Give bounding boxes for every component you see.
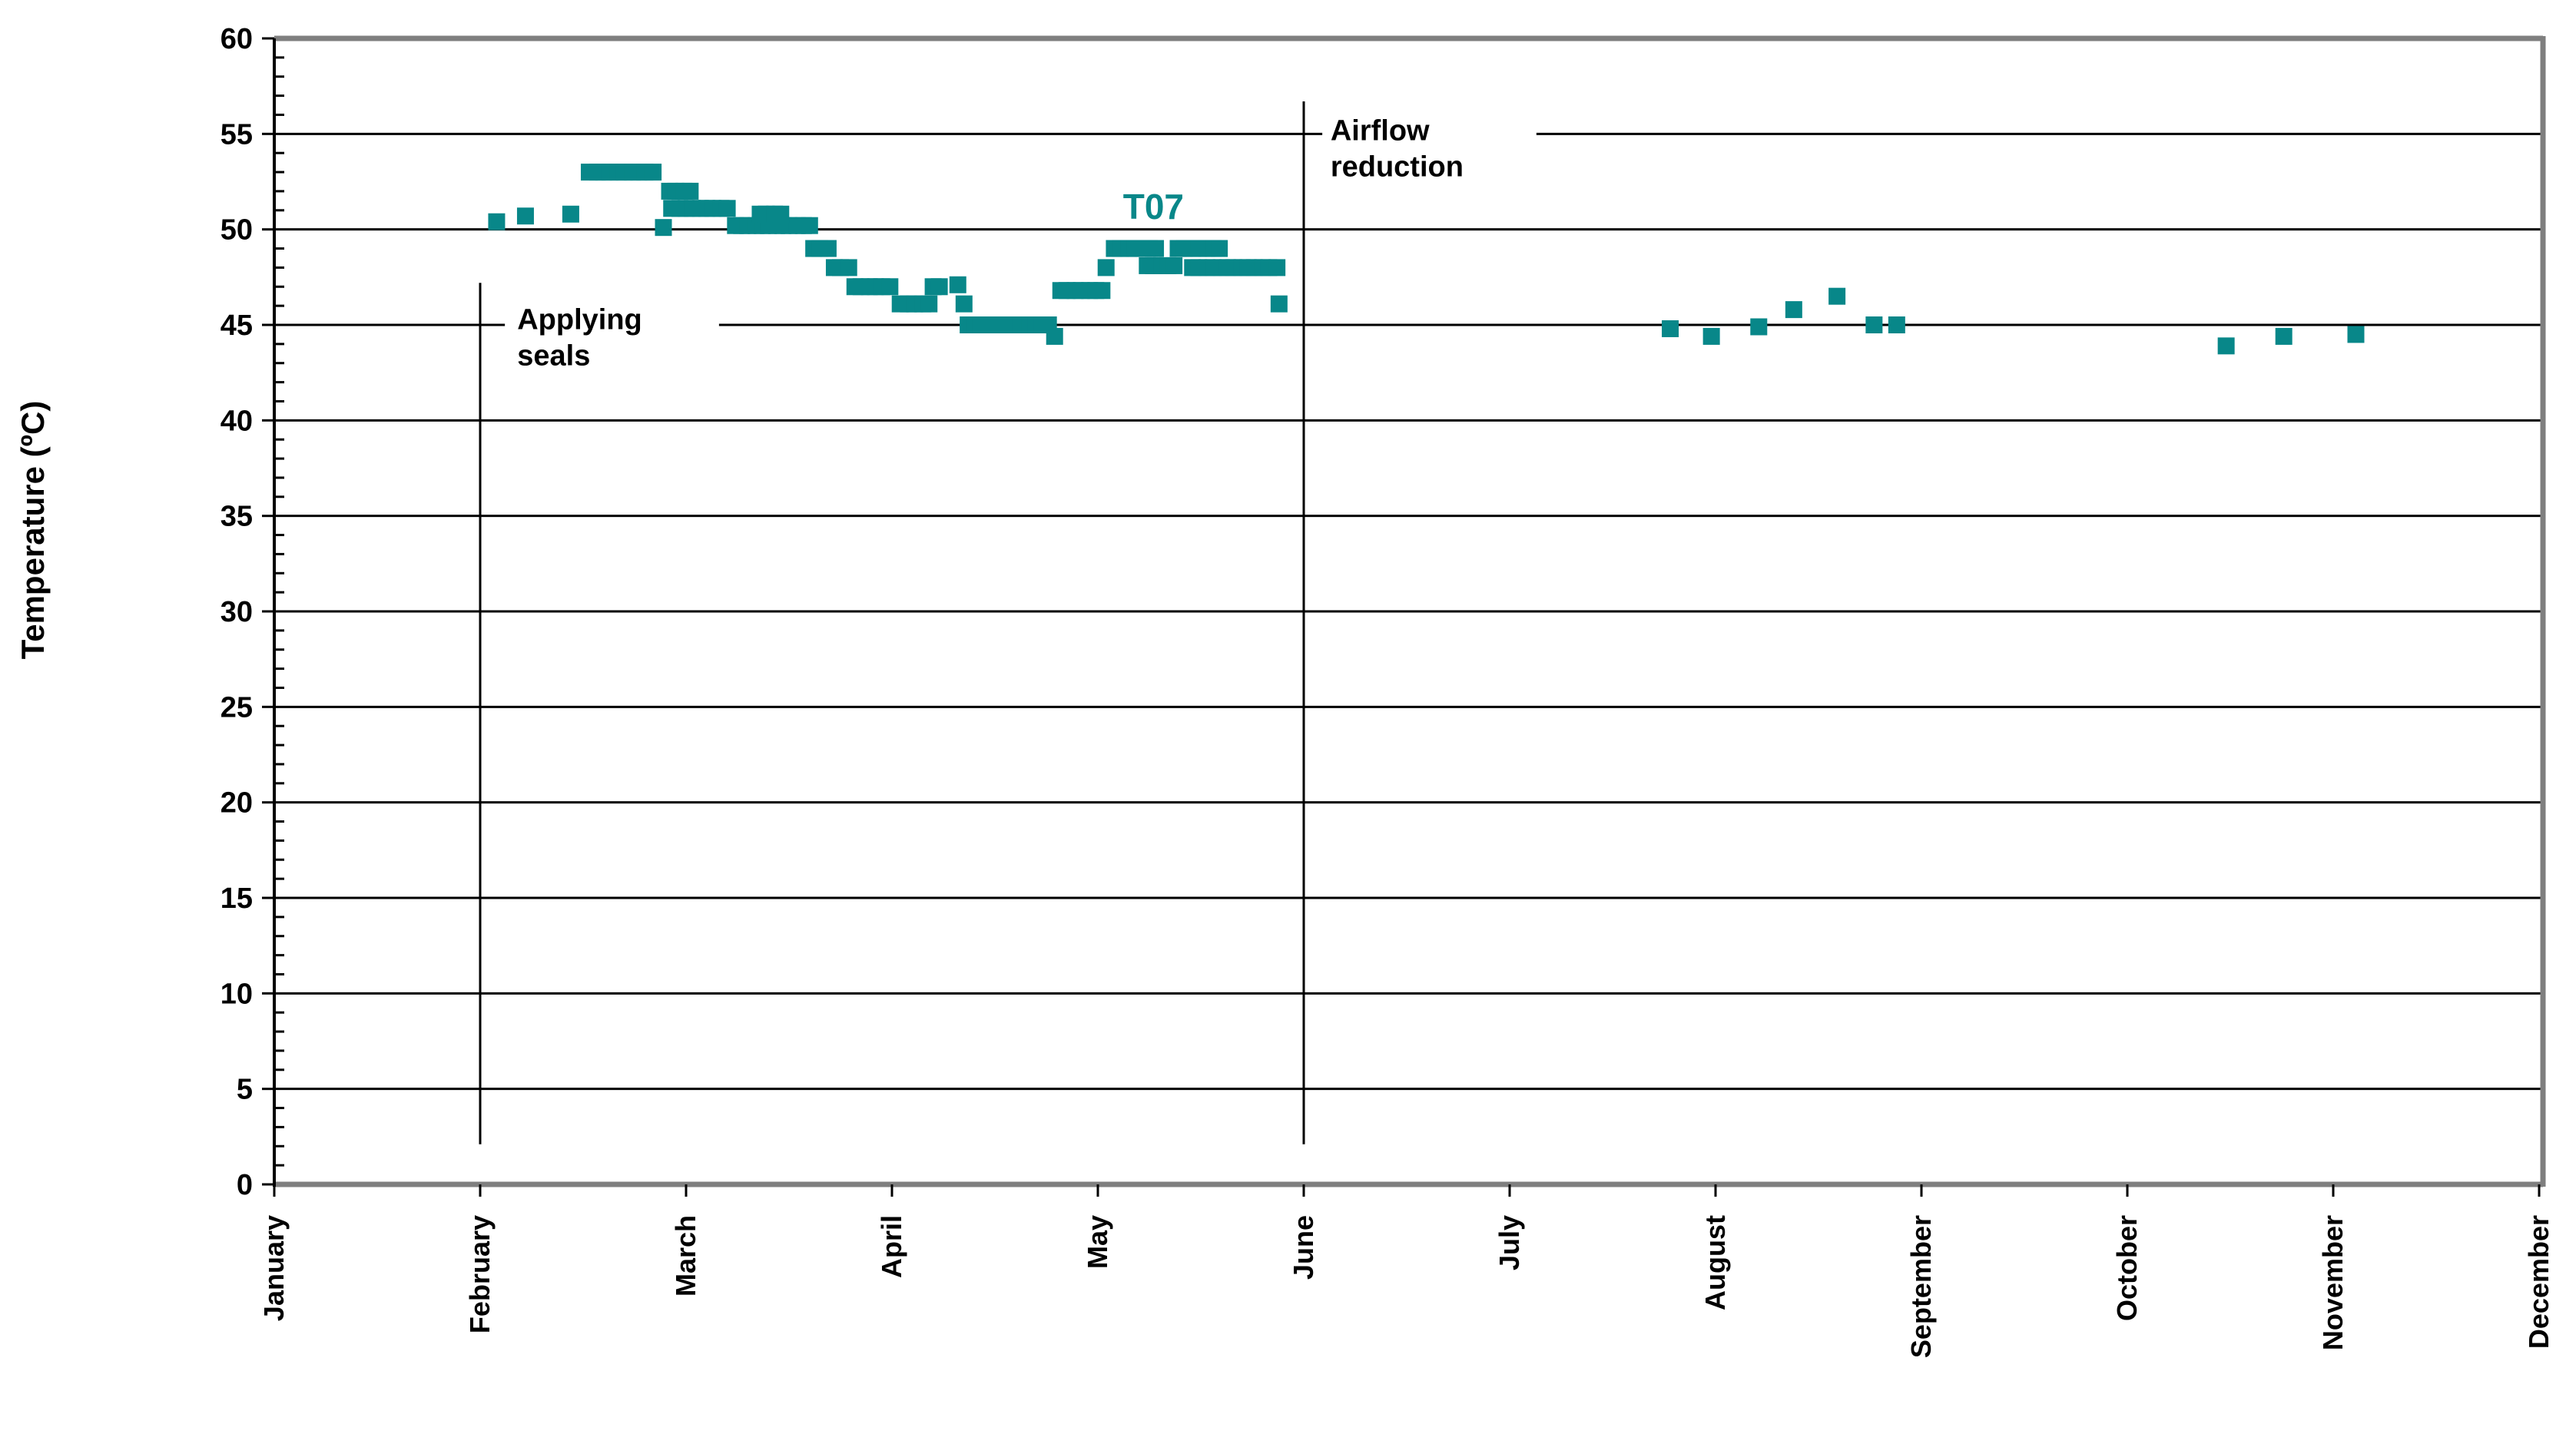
data-point-T07	[930, 278, 948, 296]
annotation-lines-layer	[479, 101, 1305, 1144]
data-point-T07	[655, 219, 672, 237]
data-point-T07	[801, 217, 818, 234]
data-point-T07	[1165, 257, 1183, 274]
data-point-T07	[645, 164, 662, 181]
y-tick-label-35: 35	[220, 501, 253, 533]
y-tick-label-60: 60	[220, 23, 253, 55]
data-point-T07	[772, 205, 790, 223]
data-point-T07	[1750, 318, 1768, 336]
x-tick-label-february: February	[464, 1215, 496, 1333]
data-point-T07	[949, 276, 966, 293]
data-point-T07	[819, 240, 837, 257]
y-tick-label-25: 25	[220, 691, 253, 724]
x-tick-label-september: September	[1905, 1215, 1937, 1358]
data-point-T07	[1268, 259, 1286, 277]
data-point-T07	[920, 295, 938, 313]
data-point-T07	[488, 213, 506, 230]
y-tick-label-5: 5	[237, 1074, 253, 1106]
annotation-text-applying-seals-line2: seals	[517, 339, 590, 372]
annotation-text-airflow-reduction-line1: Airflow	[1331, 114, 1430, 147]
data-point-T07	[562, 205, 579, 223]
data-point-T07	[1046, 327, 1063, 345]
annotation-text-applying-seals-line1: Applying	[517, 303, 642, 336]
x-tick-label-november: November	[2317, 1215, 2349, 1350]
annotation-gap-airflow-reduction	[1322, 108, 1537, 181]
data-point-T07	[881, 278, 899, 296]
y-tick-label-45: 45	[220, 310, 253, 342]
x-tick-label-april: April	[876, 1215, 907, 1278]
y-tick-label-50: 50	[220, 214, 253, 247]
y-tick-label-30: 30	[220, 596, 253, 628]
x-tick-label-march: March	[670, 1215, 701, 1297]
data-point-T07	[2217, 337, 2235, 355]
x-tick-label-october: October	[2111, 1215, 2143, 1321]
data-points-layer	[488, 164, 2365, 355]
x-tick-label-june: June	[1288, 1215, 1319, 1280]
annotation-text-airflow-reduction-line2: reduction	[1331, 151, 1464, 183]
y-tick-label-55: 55	[220, 118, 253, 151]
y-tick-label-10: 10	[220, 978, 253, 1010]
axes-layer	[262, 37, 2541, 1197]
data-point-T07	[1211, 240, 1228, 257]
data-point-T07	[1147, 240, 1165, 257]
x-tick-label-january: January	[258, 1215, 290, 1321]
data-point-T07	[1097, 259, 1115, 277]
x-tick-label-may: May	[1082, 1215, 1113, 1269]
y-tick-label-15: 15	[220, 883, 253, 915]
data-point-T07	[516, 207, 534, 225]
data-point-T07	[2275, 327, 2293, 345]
data-point-T07	[955, 295, 973, 313]
data-point-T07	[1093, 282, 1111, 300]
data-point-T07	[1270, 295, 1288, 313]
series-label-t07: T07	[1123, 187, 1184, 227]
annotation-gap-layer	[505, 108, 1537, 372]
data-point-T07	[1702, 327, 1720, 345]
data-point-T07	[840, 259, 857, 277]
y-axis-title: Temperature (ºC)	[15, 401, 51, 660]
x-tick-label-december: December	[2523, 1215, 2554, 1349]
x-tick-label-august: August	[1699, 1215, 1731, 1310]
data-point-T07	[718, 200, 736, 217]
data-point-T07	[1785, 301, 1802, 319]
data-point-T07	[1888, 316, 1905, 333]
x-tick-label-july: July	[1494, 1215, 1525, 1270]
gridlines-layer	[274, 35, 2546, 1187]
y-tick-label-0: 0	[237, 1169, 253, 1201]
annotation-gap-applying-seals	[505, 299, 719, 372]
data-point-T07	[1662, 320, 1679, 337]
y-tick-label-20: 20	[220, 787, 253, 820]
data-point-T07	[1865, 316, 1883, 333]
y-tick-label-40: 40	[220, 405, 253, 437]
data-point-T07	[681, 182, 699, 200]
data-point-T07	[2347, 326, 2365, 343]
data-point-T07	[1828, 287, 1846, 305]
